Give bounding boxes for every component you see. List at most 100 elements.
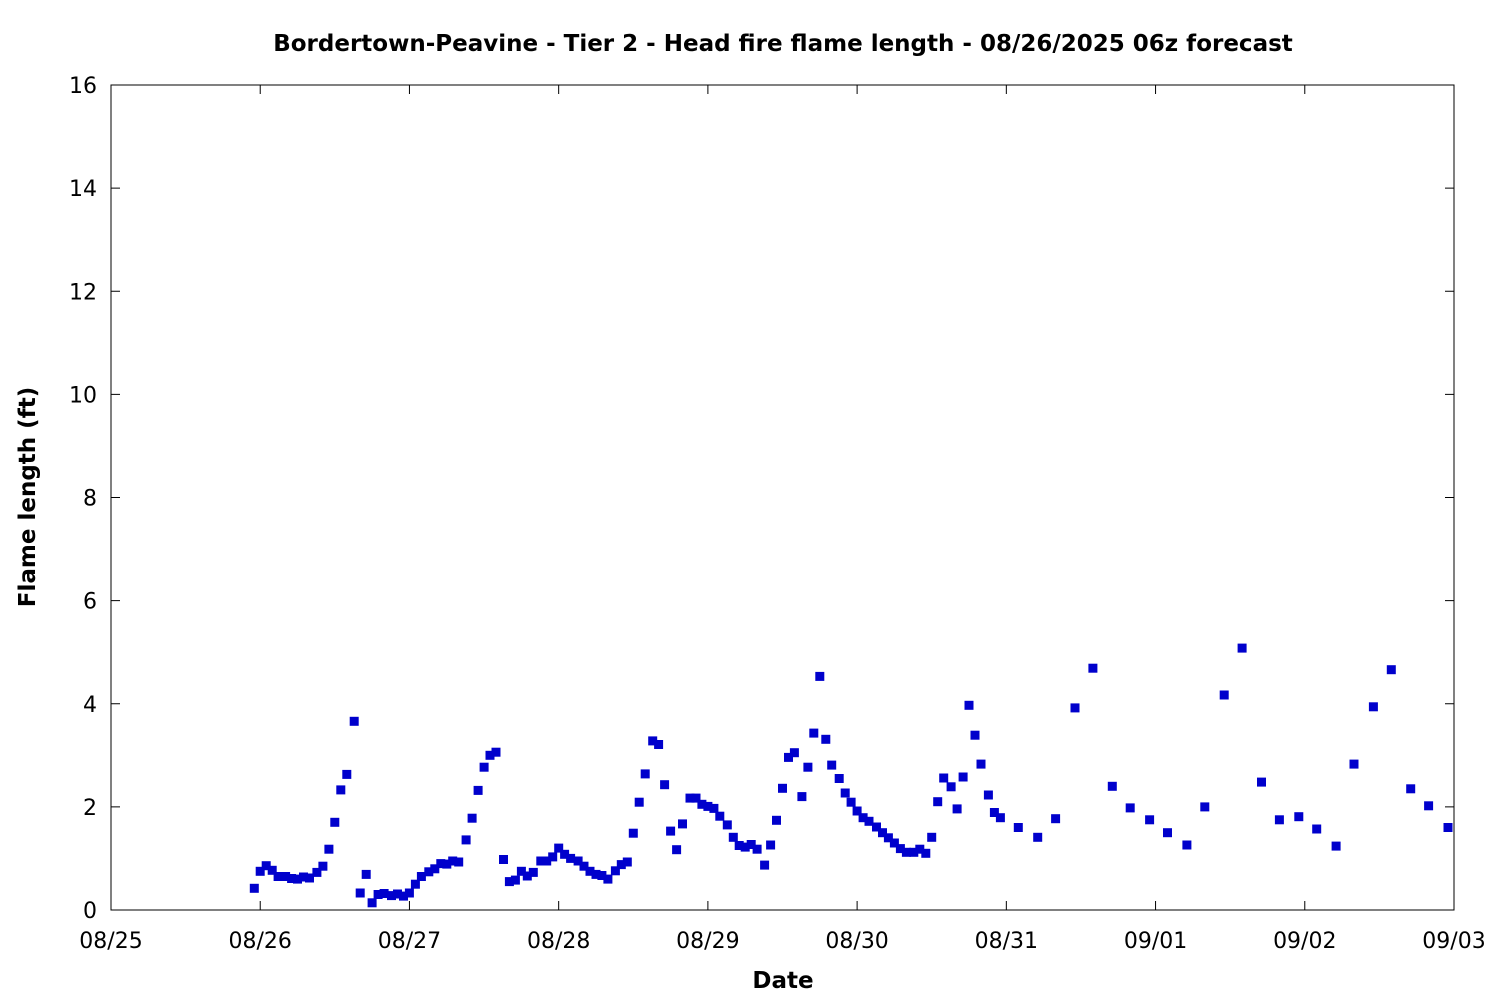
y-tick-label: 10 [69, 383, 97, 408]
data-point [634, 797, 644, 807]
data-point [939, 773, 949, 783]
data-point [878, 828, 887, 838]
data-point [715, 811, 725, 821]
data-point [746, 840, 756, 849]
data-point [504, 877, 514, 887]
x-tick-label: 09/01 [1124, 929, 1187, 954]
x-axis-label: Date [752, 968, 813, 994]
data-point [821, 734, 831, 744]
y-tick-label: 12 [69, 280, 97, 305]
data-point [249, 883, 259, 893]
data-point [318, 861, 328, 871]
data-point [603, 874, 613, 884]
data-point [672, 845, 682, 855]
data-point [355, 888, 365, 898]
y-tick-label: 16 [69, 74, 97, 99]
data-point [573, 856, 583, 866]
data-point [424, 867, 434, 877]
data-point [1406, 784, 1416, 794]
data-point [1107, 781, 1117, 791]
data-point [330, 817, 340, 827]
data-point [809, 728, 819, 738]
data-point [622, 857, 632, 867]
x-tick-label: 08/30 [825, 929, 888, 954]
data-point [610, 866, 620, 876]
chart-title: Bordertown-Peavine - Tier 2 - Head fire … [273, 31, 1293, 57]
data-point [1070, 703, 1080, 713]
data-point [491, 747, 501, 757]
data-point [1443, 823, 1453, 832]
data-point [685, 793, 695, 803]
data-point [734, 841, 744, 850]
data-point [872, 822, 881, 832]
x-tick-label: 09/03 [1422, 929, 1485, 954]
data-point [324, 844, 334, 854]
data-point [909, 847, 919, 857]
data-point [697, 799, 707, 809]
data-point [889, 838, 899, 848]
data-point [834, 774, 844, 783]
x-tick-label: 08/29 [676, 929, 739, 954]
data-point [946, 782, 956, 792]
data-point [628, 828, 638, 838]
data-point [827, 760, 837, 770]
data-point [616, 860, 626, 870]
data-point [1145, 815, 1155, 825]
data-point [927, 832, 937, 842]
x-tick-label: 08/27 [378, 929, 441, 954]
data-point [1368, 702, 1378, 712]
data-point [952, 804, 962, 814]
y-tick-label: 4 [83, 693, 97, 718]
data-point [789, 748, 799, 758]
data-point [585, 866, 595, 876]
data-point [983, 790, 993, 800]
data-point [299, 872, 308, 882]
data-point [1182, 840, 1192, 850]
data-point [864, 816, 874, 826]
x-tick-label: 08/26 [229, 929, 292, 954]
data-point [640, 769, 650, 779]
data-point [921, 848, 931, 858]
data-point [312, 867, 322, 877]
data-point [1237, 643, 1247, 653]
data-point [542, 856, 552, 866]
y-tick-label: 14 [69, 177, 97, 202]
data-point [970, 730, 980, 740]
data-point [560, 849, 570, 859]
data-point [1163, 828, 1172, 838]
data-point [473, 785, 483, 795]
x-tick-label: 08/28 [527, 929, 590, 954]
data-point [752, 844, 762, 854]
data-point [461, 835, 471, 845]
data-point [416, 872, 426, 881]
data-point [430, 864, 440, 874]
data-point [522, 871, 532, 881]
data-points [249, 643, 1453, 908]
data-point [803, 762, 813, 772]
data-point [387, 891, 396, 901]
data-point [995, 813, 1005, 823]
data-point [1033, 832, 1043, 842]
data-point [797, 792, 807, 802]
data-point [255, 866, 265, 876]
data-point [454, 857, 464, 867]
data-point [1088, 663, 1098, 673]
y-axis-label: Flame length (ft) [15, 387, 41, 607]
data-point [467, 813, 477, 823]
data-point [367, 898, 377, 908]
data-point [404, 888, 414, 898]
data-point [760, 860, 770, 870]
data-point [703, 801, 713, 811]
data-point [1257, 777, 1266, 787]
data-point [815, 671, 825, 681]
data-point [399, 891, 408, 901]
data-point [1424, 801, 1434, 811]
data-point [648, 736, 658, 746]
data-point [1125, 803, 1135, 813]
data-point [691, 793, 701, 803]
axis-ticks: 0 2 4 6 8 10 12 14 16 08/25 08/26 08/27 08/28 08/29 08… [69, 74, 1486, 954]
data-point [709, 803, 719, 813]
y-tick-label: 0 [83, 899, 97, 924]
data-point [597, 871, 607, 880]
y-tick-label: 8 [83, 487, 97, 512]
